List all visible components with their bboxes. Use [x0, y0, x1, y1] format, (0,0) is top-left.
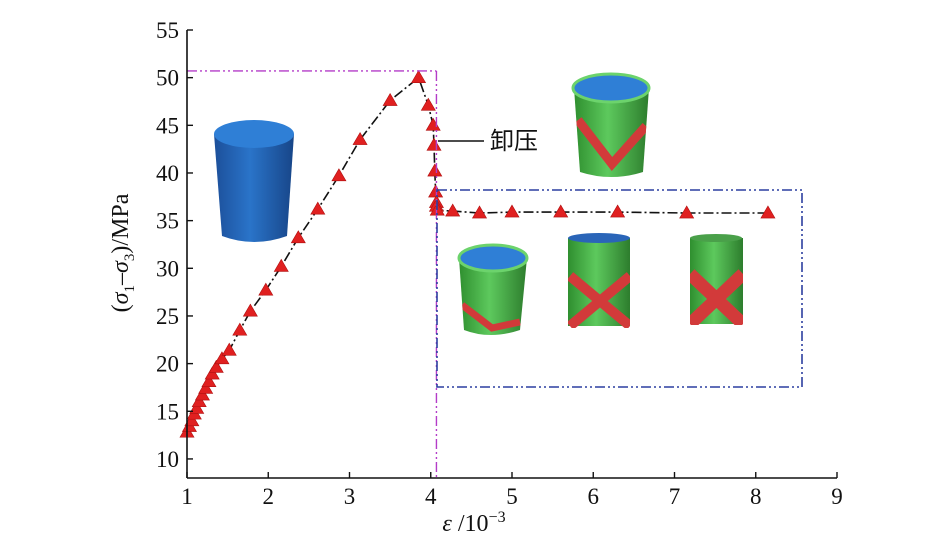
y-tick-label: 30 [156, 256, 179, 281]
x-tick-label: 4 [425, 484, 437, 509]
data-point-marker [189, 400, 205, 414]
data-point-marker [194, 387, 210, 401]
data-point-marker [208, 359, 224, 373]
y-tick-label: 20 [156, 352, 179, 377]
x-tick-label: 1 [181, 484, 193, 509]
series-markers [179, 70, 776, 438]
data-point-marker [471, 205, 488, 219]
data-point-marker [679, 205, 695, 219]
data-point-marker [221, 342, 237, 356]
residual-stage-box [436, 189, 803, 388]
data-point-marker [258, 282, 274, 296]
y-axis-title: (σ1–σ3)/MPa [108, 193, 138, 312]
series-1 [179, 70, 776, 438]
x-axis-title: ε /10−3 [442, 509, 505, 537]
y-tick-label: 10 [156, 447, 179, 472]
y-tick-label: 40 [156, 161, 179, 186]
y-tick-label: 25 [156, 304, 179, 329]
y-axis-ticks: 10 15 20 25 30 35 40 45 50 55 [156, 18, 193, 472]
x-tick-label: 6 [588, 484, 600, 509]
specimen-unloading [571, 72, 651, 177]
data-point-marker [310, 201, 326, 215]
data-point-marker [198, 380, 214, 394]
x-tick-label: 7 [669, 484, 681, 509]
data-point-marker [290, 230, 306, 244]
data-point-marker [273, 258, 289, 272]
data-point-marker [352, 132, 368, 145]
data-point-marker [204, 366, 220, 380]
y-tick-label: 55 [156, 18, 179, 43]
data-point-marker [420, 97, 436, 111]
x-axis-ticks: 1 2 3 4 5 6 7 8 9 [181, 472, 843, 509]
data-point-marker [445, 203, 461, 217]
data-point-marker [427, 163, 443, 177]
data-point-marker [191, 394, 207, 408]
data-point-marker [242, 303, 258, 317]
y-tick-label: 50 [156, 66, 179, 91]
data-point-marker [331, 168, 347, 182]
data-point-marker [504, 204, 520, 218]
specimen-residual-1 [457, 243, 529, 335]
data-point-marker [214, 351, 230, 365]
data-point-marker [426, 137, 442, 151]
specimen-residual-3 [690, 234, 743, 325]
data-point-marker [425, 117, 441, 131]
x-tick-label: 3 [344, 484, 356, 509]
y-tick-label: 45 [156, 113, 179, 138]
y-tick-label: 35 [156, 209, 179, 234]
data-point-marker [428, 184, 444, 198]
data-point-marker [760, 205, 776, 219]
specimen-residual-2 [568, 233, 630, 328]
x-tick-label: 5 [506, 484, 518, 509]
data-point-marker [411, 70, 427, 83]
data-point-marker [184, 413, 200, 427]
data-point-marker [382, 92, 398, 106]
x-tick-label: 8 [750, 484, 762, 509]
x-tick-label: 2 [263, 484, 275, 509]
specimen-intact [214, 120, 294, 242]
unloading-annotation: 卸压 [490, 127, 538, 155]
data-point-marker [201, 374, 217, 388]
data-point-marker [232, 322, 248, 336]
data-point-marker [553, 204, 569, 218]
x-tick-label: 9 [831, 484, 843, 509]
data-point-marker [610, 204, 626, 218]
y-tick-label: 15 [156, 399, 179, 424]
